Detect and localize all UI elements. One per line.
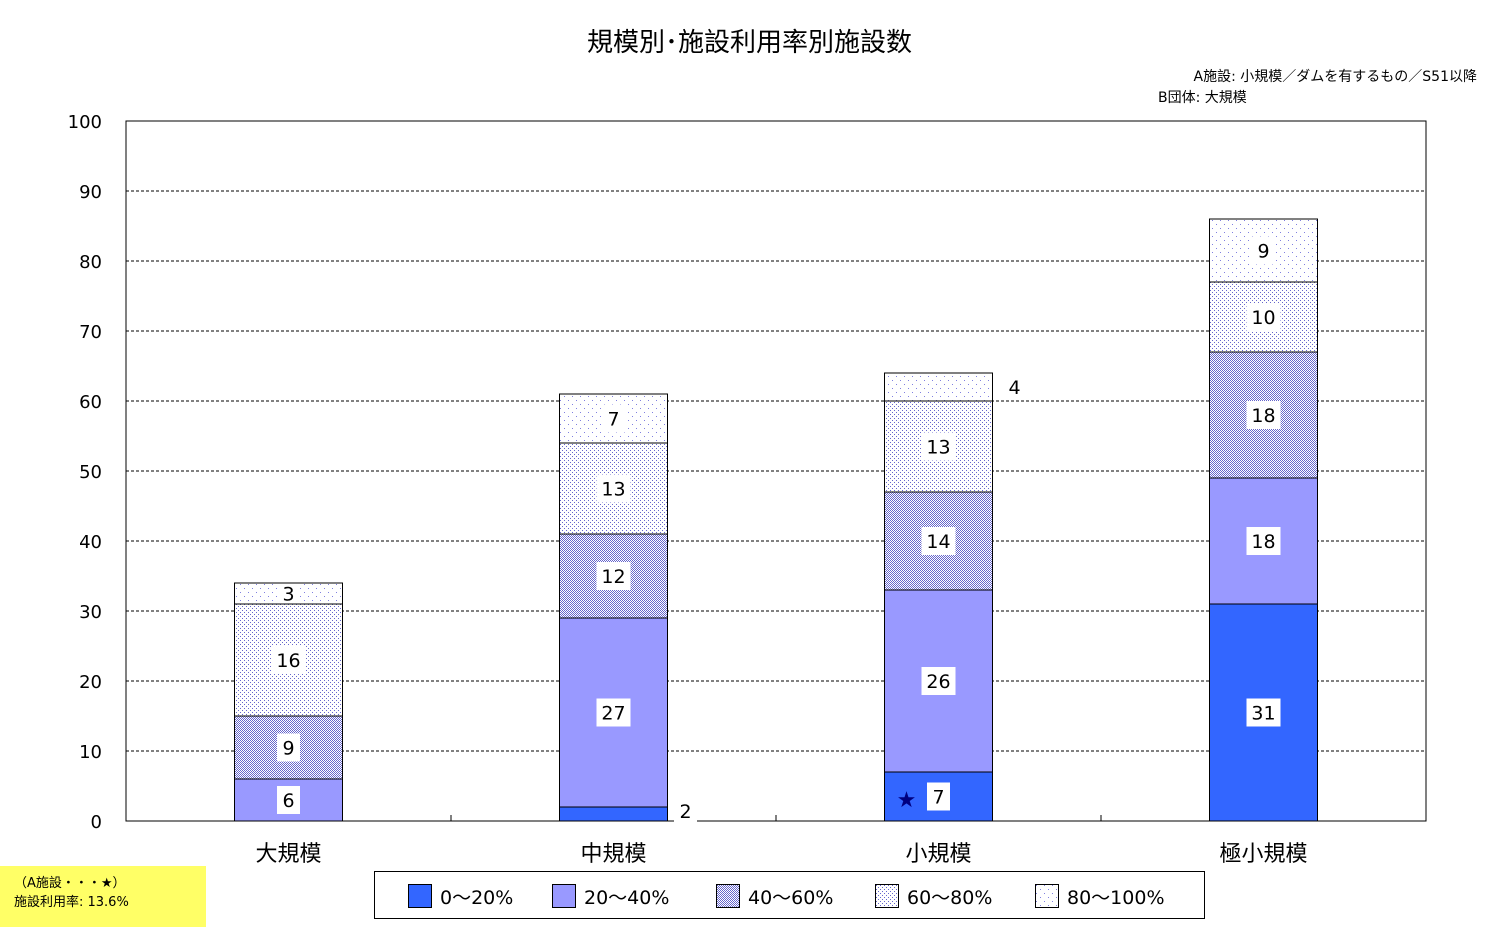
y-tick-label: 70 [79,322,102,343]
y-tick-label: 10 [79,742,102,763]
data-label: 7 [607,409,619,431]
note-b-group: B団体: 大規模 [1158,90,1247,106]
data-label: 18 [1251,405,1275,427]
data-label: 7 [932,787,944,809]
axes: 0 10 20 30 40 50 60 70 80 90 100 大規模 中規模 小規模 極小規模 [68,112,1308,867]
data-label-bg [277,786,300,814]
data-label-bg [596,698,631,727]
bar-segment [884,372,993,402]
data-label-bg [1246,698,1281,727]
data-label: 4 [1008,377,1020,399]
data-label-bg [1246,401,1281,429]
legend-swatch-80-100 [1035,884,1059,908]
data-label: 31 [1251,703,1275,725]
data-label-bg [1246,527,1281,555]
y-tick-label: 90 [79,182,102,203]
note-a-facility: A施設: 小規模／ダムを有するもの／S51以降 [1193,69,1477,85]
legend-swatch-20-40 [552,884,576,908]
y-tick-label: 30 [79,602,102,623]
legend: 0～20% 20～40% 40～60% 60～80% 80～100% [374,871,1205,919]
data-label: 6 [282,790,294,812]
data-labels: 6 9 16 3 2 27 12 13 7 7 26 14 13 4 31 18 18 10 9 ★ [271,236,1281,825]
y-tick-label: 50 [79,462,102,483]
annotation-line-1: （A施設・・・★） [14,876,126,891]
data-label-bg [927,782,950,811]
legend-label-20-40: 20～40% [584,886,670,909]
data-label-bg [674,797,697,825]
data-label: 14 [926,531,950,553]
data-label-bg [921,527,956,555]
data-label: 9 [1257,241,1269,263]
legend-item-40-60: 40～60% [716,884,834,909]
data-label-bg [921,432,956,461]
annotation-line-2: 施設利用率: 13.6% [14,895,129,910]
data-label: 9 [282,738,294,760]
legend-item-60-80: 60～80% [875,884,993,909]
legend-label-80-100: 80～100% [1067,886,1165,909]
data-label: 26 [926,671,950,693]
bar-segment [559,806,668,822]
legend-swatch-40-60 [716,884,740,908]
legend-label-40-60: 40～60% [748,886,834,909]
data-label: 27 [601,703,625,725]
data-label-bg [271,646,306,674]
y-tick-label: 80 [79,252,102,273]
legend-item-20-40: 20～40% [552,884,670,909]
data-label-bg [1252,236,1275,265]
legend-label-0-20: 0～20% [440,886,514,909]
legend-item-0-20: 0～20% [408,884,514,909]
data-label-bg [1246,303,1281,331]
data-label-bg [596,474,631,503]
data-label-bg [277,583,300,604]
legend-item-80-100: 80～100% [1035,884,1165,909]
data-label-bg [921,667,956,695]
x-tick-label: 中規模 [580,842,646,867]
x-tick-label: 小規模 [905,842,971,867]
y-tick-label: 0 [91,812,102,833]
annotation-box: （A施設・・・★） 施設利用率: 13.6% [0,866,206,927]
data-label-bg [596,562,631,590]
data-label: 10 [1251,307,1275,329]
data-label-bg [1003,377,1026,397]
x-tick-label: 大規模 [255,842,321,867]
data-label: 13 [926,437,950,459]
legend-label-60-80: 60～80% [907,886,993,909]
star-marker: ★ [897,788,917,813]
legend-swatch-60-80 [875,884,899,908]
y-tick-label: 100 [68,112,102,133]
y-tick-label: 60 [79,392,102,413]
data-label-bg [277,733,300,762]
data-label: 13 [601,479,625,501]
chart-title: 規模別･施設利用率別施設数 [586,28,912,58]
data-label: 16 [276,650,300,672]
legend-swatch-0-20 [408,884,432,908]
data-label: 12 [601,566,625,588]
data-label: 18 [1251,531,1275,553]
data-label-bg [602,404,625,433]
data-label: 2 [679,801,691,823]
data-label: 3 [282,584,294,606]
bars [234,218,1318,822]
x-tick-label: 極小規模 [1219,842,1307,867]
y-tick-label: 20 [79,672,102,693]
y-tick-label: 40 [79,532,102,553]
